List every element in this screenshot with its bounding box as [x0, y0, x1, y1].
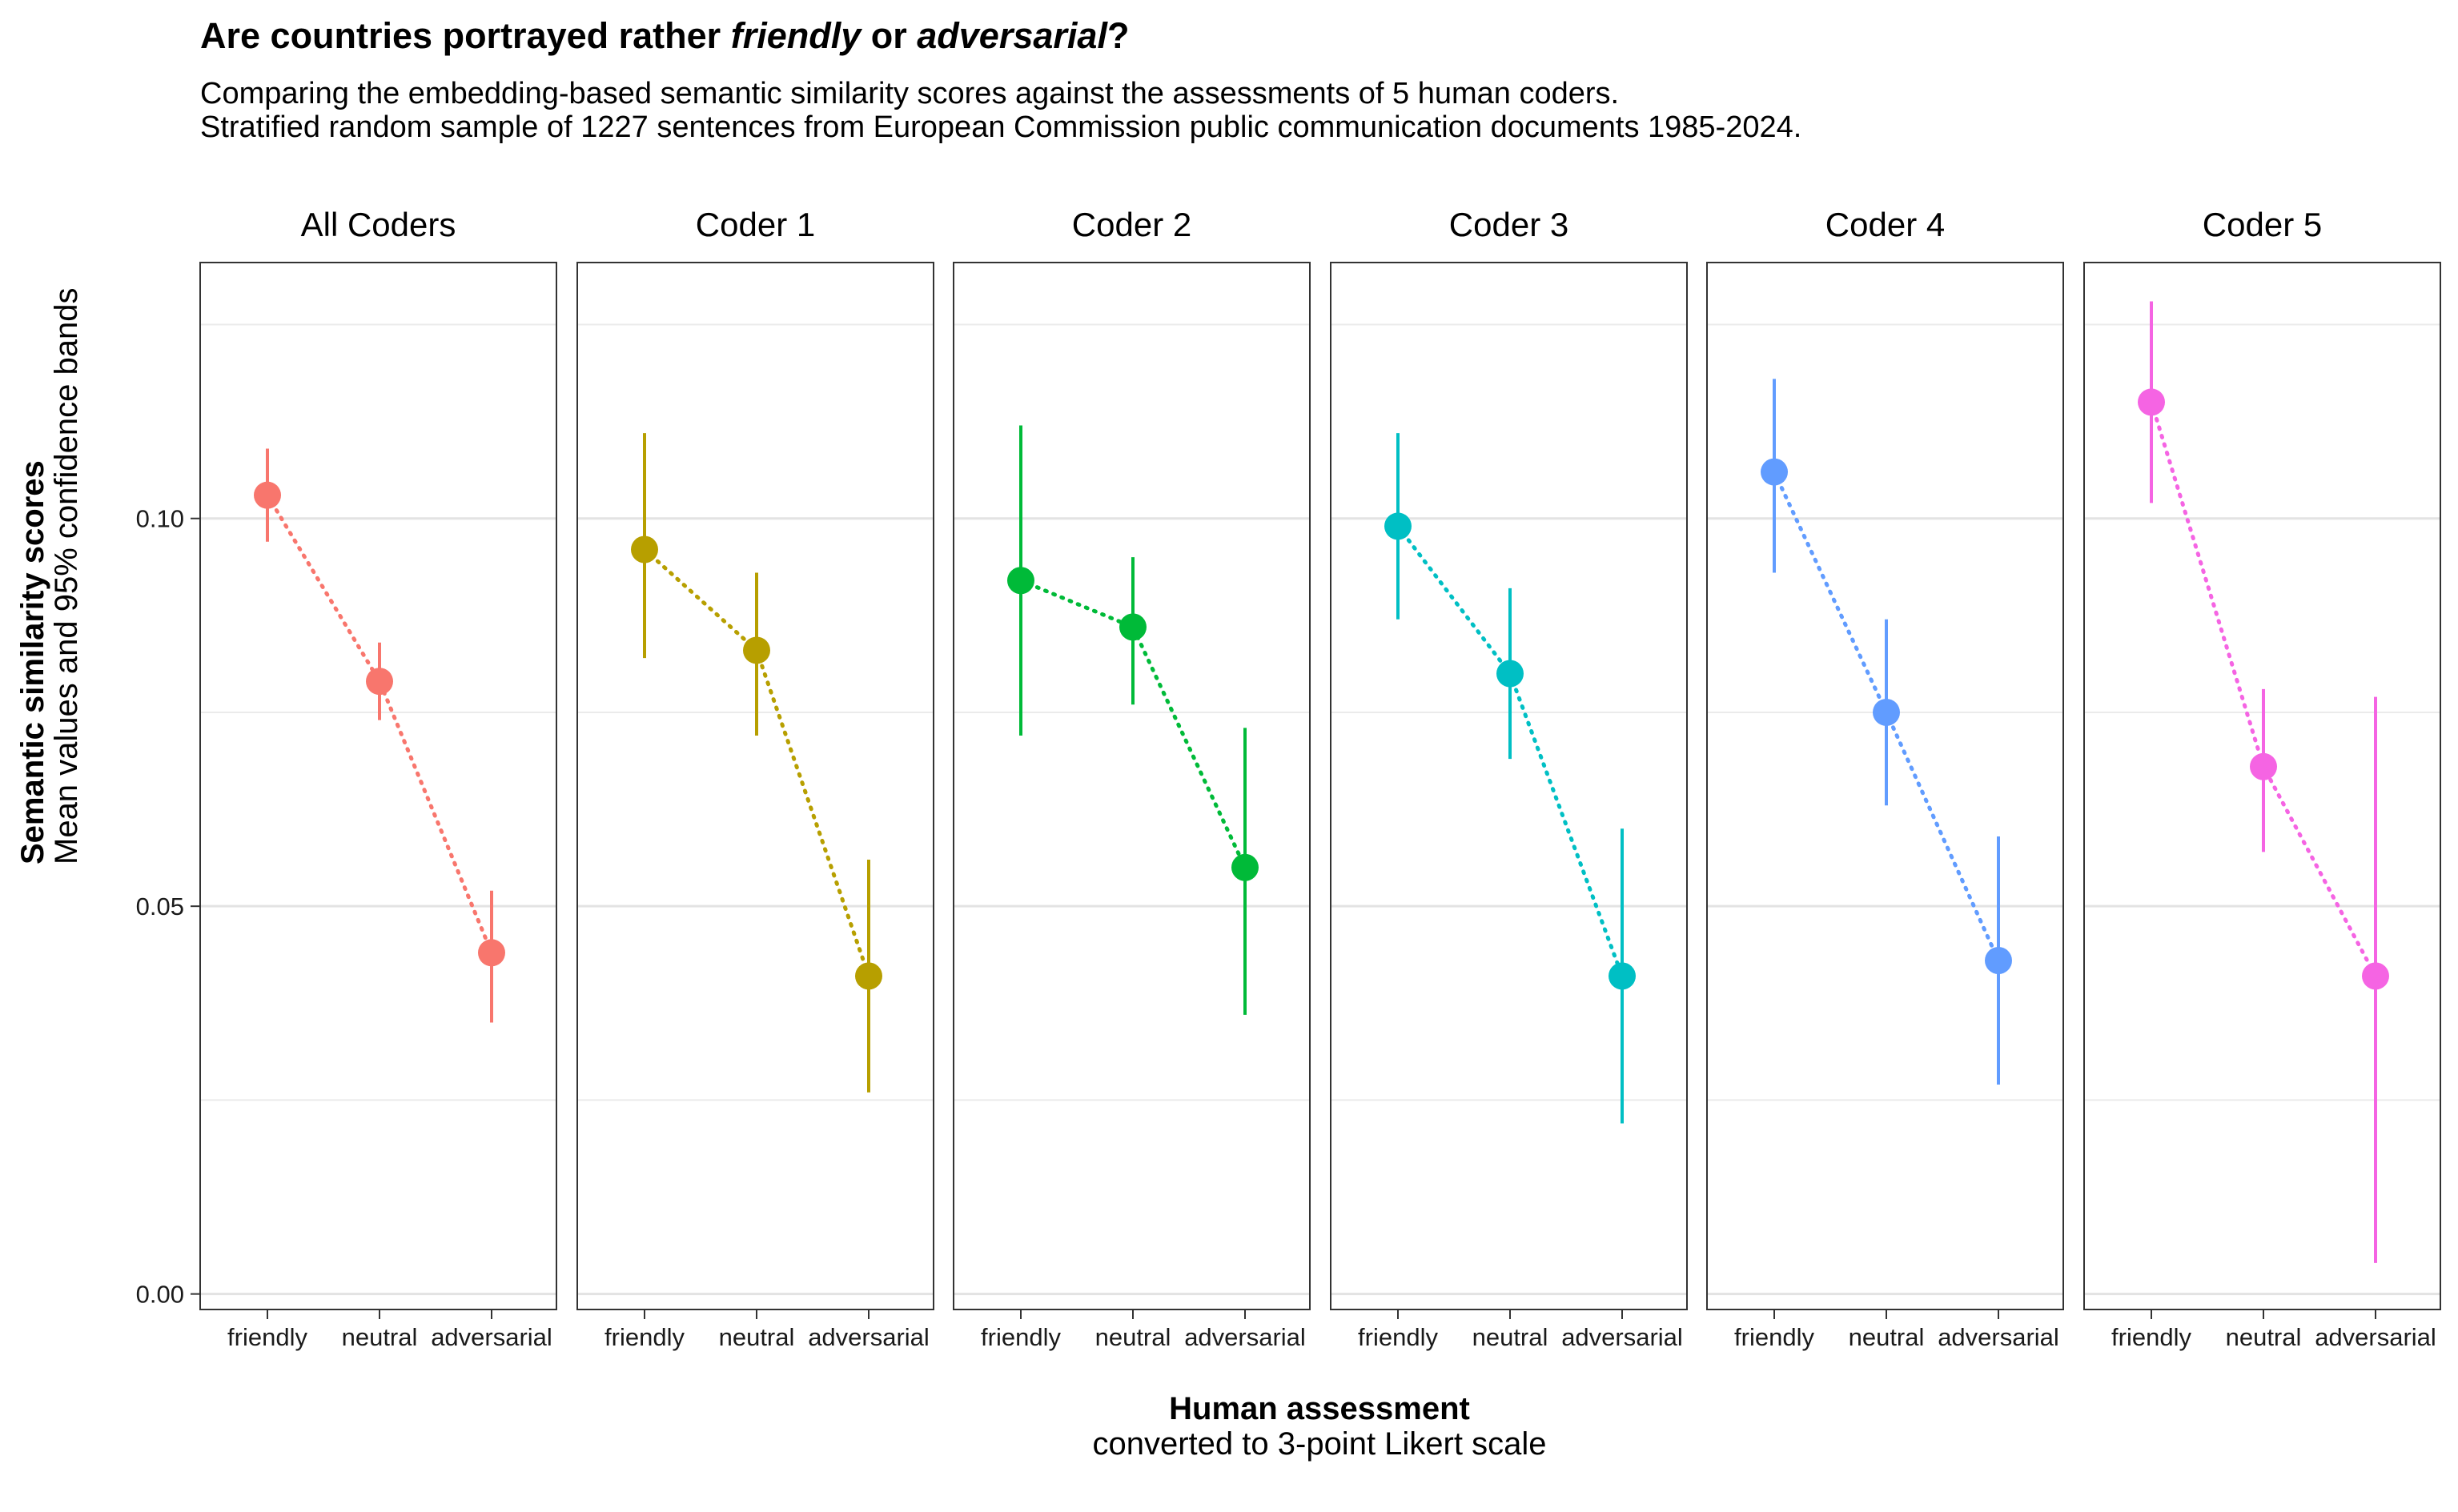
panel-border [953, 262, 1311, 1310]
title-suffix: ? [1107, 15, 1130, 56]
y-tick-label: 0.00 [136, 1281, 184, 1309]
y-tick-label: 0.10 [136, 505, 184, 533]
facet-panel: Coder 5 friendly neutral adversarial [2083, 206, 2441, 1351]
x-tick-label: neutral [342, 1323, 418, 1351]
mean-point [254, 481, 281, 509]
x-axis-subtitle: converted to 3-point Likert scale [1093, 1426, 1547, 1462]
mean-point [1761, 458, 1788, 486]
title-emphasis-friendly: friendly [731, 15, 863, 56]
x-tick-label: friendly [1734, 1323, 1814, 1351]
x-tick-label: neutral [719, 1323, 795, 1351]
x-tick-label: friendly [227, 1323, 307, 1351]
panel-border [1706, 262, 2064, 1310]
mean-point [1231, 853, 1259, 881]
panel-border [1330, 262, 1688, 1310]
x-tick-label: adversarial [431, 1323, 552, 1351]
facet-panel: Coder 1 friendly neutral adversarial [576, 206, 934, 1351]
mean-point [1985, 947, 2012, 974]
x-tick-label: friendly [981, 1323, 1061, 1351]
mean-point [366, 668, 393, 696]
mean-point [1007, 567, 1034, 595]
mean-point [2138, 388, 2165, 416]
mean-point [1873, 698, 1900, 726]
x-tick-label: adversarial [1184, 1323, 1306, 1351]
facet-panel: Coder 2 friendly neutral adversarial [953, 206, 1311, 1351]
facet-strip-label: Coder 4 [1825, 206, 1945, 243]
facet-strip-label: Coder 5 [2203, 206, 2322, 243]
panel-border [2083, 262, 2441, 1310]
facet-strip-label: Coder 1 [696, 206, 815, 243]
x-tick-label: neutral [1849, 1323, 1925, 1351]
x-tick-label: neutral [1095, 1323, 1171, 1351]
mean-point [478, 939, 505, 967]
title-prefix: Are countries portrayed rather [200, 15, 731, 56]
mean-point [1496, 660, 1524, 688]
x-tick-label: adversarial [2315, 1323, 2436, 1351]
facet-strip-label: Coder 3 [1449, 206, 1568, 243]
x-tick-label: adversarial [1938, 1323, 2059, 1351]
panel-border [576, 262, 934, 1310]
x-tick-label: friendly [604, 1323, 685, 1351]
chart-subtitle-line-1: Comparing the embedding-based semantic s… [200, 77, 1619, 110]
x-axis-title: Human assessment [1169, 1391, 1470, 1426]
mean-point [2362, 962, 2389, 990]
mean-point [1119, 613, 1147, 641]
x-tick-label: friendly [1358, 1323, 1438, 1351]
title-mid: or [861, 15, 917, 56]
mean-point [855, 962, 882, 990]
mean-point [1609, 962, 1636, 990]
y-axis-subtitle: Mean values and 95% confidence bands [49, 287, 84, 864]
x-tick-label: neutral [1472, 1323, 1548, 1351]
x-tick-label: adversarial [1561, 1323, 1683, 1351]
facet-strip-label: All Coders [301, 206, 456, 243]
panel-border [199, 262, 557, 1310]
facet-panel: Coder 4 friendly neutral adversarial [1706, 206, 2064, 1351]
mean-point [2250, 752, 2277, 780]
mean-point [1384, 512, 1412, 540]
series-trend-line [265, 493, 494, 955]
y-tick-label: 0.05 [136, 892, 184, 920]
chart-title: Are countries portrayed rather friendly … [200, 15, 1129, 56]
mean-point [631, 535, 658, 563]
x-tick-label: friendly [2111, 1323, 2191, 1351]
y-axis-title-group: Semantic similarity scores Mean values a… [15, 287, 84, 864]
x-tick-label: neutral [2226, 1323, 2302, 1351]
y-axis-title: Semantic similarity scores [15, 460, 50, 864]
x-tick-label: adversarial [808, 1323, 930, 1351]
y-axis: 0.00 0.05 0.10 [136, 505, 200, 1309]
facet-panel: All Coders friendly neutral adversarial [199, 206, 557, 1351]
title-emphasis-adversarial: adversarial [917, 15, 1108, 56]
facet-panel: Coder 3 friendly neutral adversarial [1330, 206, 1688, 1351]
chart-subtitle-line-2: Stratified random sample of 1227 sentenc… [200, 110, 1801, 144]
mean-point [743, 636, 770, 664]
facet-strip-label: Coder 2 [1072, 206, 1191, 243]
